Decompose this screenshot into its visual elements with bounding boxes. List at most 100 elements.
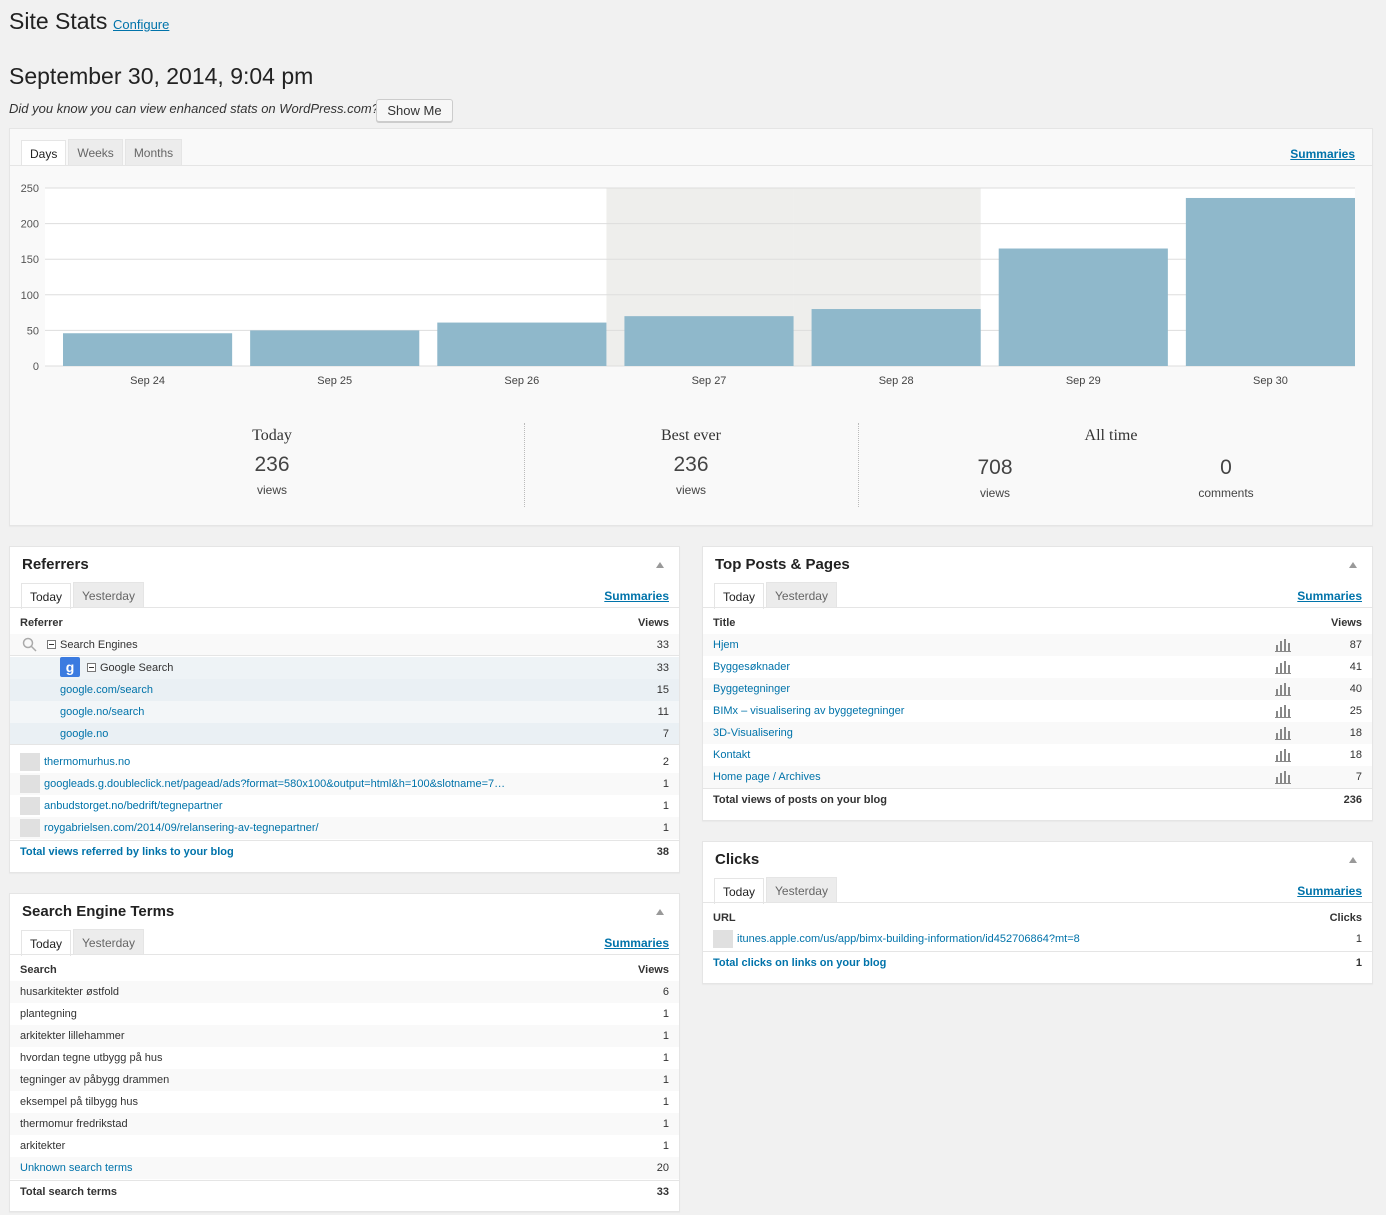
col-referrer: Referrer (20, 617, 63, 629)
stats-datetime: September 30, 2014, 9:04 pm (9, 63, 314, 89)
google-search-row[interactable]: g Google Search 33 (10, 657, 679, 679)
tab-today[interactable]: Today (714, 583, 765, 609)
referrers-total-link[interactable]: Total views referred by links to your bl… (20, 846, 234, 858)
show-me-button[interactable]: Show Me (376, 99, 453, 122)
search-terms-summaries-link[interactable]: Summaries (604, 936, 669, 950)
tab-months[interactable]: Months (124, 139, 183, 165)
search-term-views: 1 (662, 1118, 669, 1130)
referrers-summaries-link[interactable]: Summaries (604, 589, 669, 603)
tab-today[interactable]: Today (714, 878, 765, 904)
post-link[interactable]: Byggetegninger (713, 683, 791, 695)
bar-chart-icon[interactable] (1275, 660, 1291, 674)
post-views: 87 (1349, 639, 1362, 651)
referrer-row[interactable]: thermomurhus.no 2 (10, 751, 679, 773)
referrer-views: 15 (656, 684, 669, 696)
list-item[interactable]: Kontakt 18 (703, 744, 1372, 766)
bar (624, 316, 794, 366)
collapse-icon[interactable] (1349, 562, 1357, 568)
bar-chart-icon[interactable] (1275, 748, 1291, 762)
top-posts-tabs: Today Yesterday (714, 582, 839, 609)
search-terms-tabs: Today Yesterday (21, 929, 146, 956)
collapse-icon[interactable] (1349, 857, 1357, 863)
search-term: arkitekter lillehammer (20, 1030, 125, 1042)
click-row[interactable]: itunes.apple.com/us/app/bimx-building-in… (703, 928, 1372, 950)
top-posts-total-label: Total views of posts on your blog (713, 794, 887, 806)
clicks-box: Clicks Today Yesterday Summaries URL Cli… (702, 841, 1373, 984)
tab-yesterday[interactable]: Yesterday (766, 877, 837, 903)
referrer-row[interactable]: google.no/search 11 (10, 701, 679, 723)
post-link[interactable]: Hjem (713, 639, 739, 651)
y-tick-label: 200 (21, 219, 39, 231)
post-link[interactable]: Kontakt (713, 749, 751, 761)
tab-today[interactable]: Today (21, 583, 72, 609)
referrers-tabs: Today Yesterday (21, 582, 146, 609)
referrer-row[interactable]: googleads.g.doubleclick.net/pagead/ads?f… (10, 773, 679, 795)
post-link[interactable]: Home page / Archives (713, 771, 821, 783)
table-header: URL Clicks (703, 902, 1372, 930)
referrer-row[interactable]: roygabrielsen.com/2014/09/relansering-av… (10, 817, 679, 839)
configure-link[interactable]: Configure (113, 17, 170, 32)
list-item[interactable]: Byggesøknader 41 (703, 656, 1372, 678)
x-tick-label: Sep 24 (130, 375, 165, 387)
tab-yesterday[interactable]: Yesterday (766, 582, 837, 608)
col-title: Title (713, 617, 736, 629)
unknown-terms-row[interactable]: Unknown search terms 20 (10, 1157, 679, 1179)
list-item[interactable]: Byggetegninger 40 (703, 678, 1372, 700)
click-link[interactable]: itunes.apple.com/us/app/bimx-building-in… (737, 933, 1080, 945)
search-term: hvordan tegne utbygg på hus (20, 1052, 163, 1064)
tab-weeks[interactable]: Weeks (68, 139, 123, 165)
bar-chart-icon[interactable] (1275, 770, 1291, 784)
referrer-link[interactable]: google.no/search (60, 706, 145, 718)
collapse-icon[interactable] (656, 562, 664, 568)
collapse-minus-icon[interactable] (47, 640, 57, 650)
collapse-minus-icon[interactable] (87, 663, 97, 673)
stat-today-label: views (256, 483, 287, 497)
tab-today[interactable]: Today (21, 930, 72, 956)
bar-chart-icon[interactable] (1275, 682, 1291, 696)
clicks-summaries-link[interactable]: Summaries (1297, 884, 1362, 898)
bar-chart-icon[interactable] (1275, 726, 1291, 740)
unknown-terms-link[interactable]: Unknown search terms (20, 1162, 133, 1174)
referrer-row[interactable]: anbudstorget.no/bedrift/tegnepartner 1 (10, 795, 679, 817)
tab-days[interactable]: Days (21, 140, 67, 166)
stat-separator (524, 423, 525, 507)
chart-summaries-link[interactable]: Summaries (1290, 147, 1355, 161)
list-item: arkitekter lillehammer 1 (10, 1025, 679, 1047)
referrer-row[interactable]: google.no 7 (10, 723, 679, 745)
post-link[interactable]: 3D-Visualisering (713, 727, 793, 739)
referrer-link[interactable]: roygabrielsen.com/2014/09/relansering-av… (44, 822, 319, 834)
referrer-link[interactable]: google.no (60, 728, 109, 740)
tab-yesterday[interactable]: Yesterday (73, 582, 144, 608)
referrer-link[interactable]: thermomurhus.no (44, 756, 131, 768)
post-link[interactable]: BIMx – visualisering av byggetegninger (713, 705, 905, 717)
top-posts-box: Top Posts & Pages Today Yesterday Summar… (702, 546, 1373, 821)
clicks-total-link[interactable]: Total clicks on links on your blog (713, 957, 887, 969)
bar-chart-icon[interactable] (1275, 638, 1291, 652)
list-item[interactable]: Home page / Archives 7 (703, 766, 1372, 788)
x-tick-label: Sep 27 (692, 375, 727, 387)
x-tick-label: Sep 30 (1253, 375, 1288, 387)
referrer-link[interactable]: google.com/search (60, 684, 153, 696)
search-engines-row[interactable]: Search Engines 33 (10, 634, 679, 656)
tab-yesterday[interactable]: Yesterday (73, 929, 144, 955)
clicks-tabs: Today Yesterday (714, 877, 839, 904)
post-link[interactable]: Byggesøknader (713, 661, 791, 673)
list-item[interactable]: BIMx – visualisering av byggetegninger 25 (703, 700, 1372, 722)
bar (998, 248, 1168, 366)
referrer-link[interactable]: anbudstorget.no/bedrift/tegnepartner (44, 800, 223, 812)
list-item[interactable]: Hjem 87 (703, 634, 1372, 656)
collapse-icon[interactable] (656, 909, 664, 915)
referrers-box: Referrers Today Yesterday Summaries Refe… (9, 546, 680, 873)
search-term-views: 1 (662, 1008, 669, 1020)
referrer-row[interactable]: google.com/search 15 (10, 679, 679, 701)
top-posts-summaries-link[interactable]: Summaries (1297, 589, 1362, 603)
bar-chart-icon[interactable] (1275, 704, 1291, 718)
referrer-link[interactable]: googleads.g.doubleclick.net/pagead/ads?f… (44, 778, 506, 790)
search-terms-total: 33 (656, 1186, 669, 1198)
list-item: arkitekter 1 (10, 1135, 679, 1157)
list-item: tegninger av påbygg drammen 1 (10, 1069, 679, 1091)
list-item[interactable]: 3D-Visualisering 18 (703, 722, 1372, 744)
referrers-total: 38 (656, 846, 669, 858)
google-search-label: Google Search (100, 662, 174, 674)
search-term-views: 1 (662, 1030, 669, 1042)
